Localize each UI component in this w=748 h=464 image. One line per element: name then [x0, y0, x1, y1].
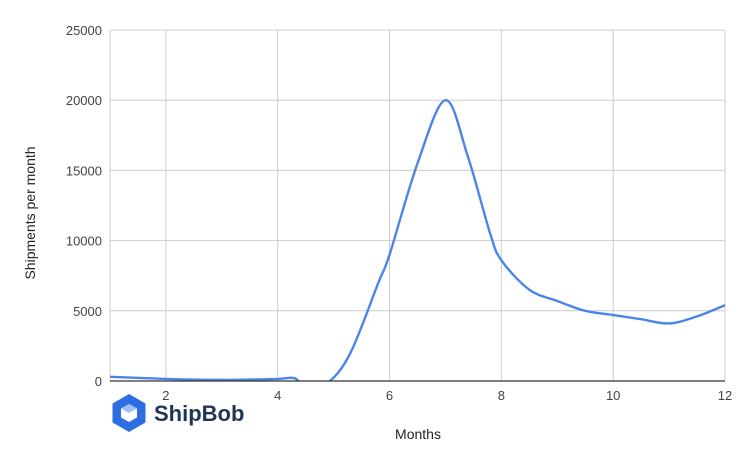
x-axis-title: Months	[395, 426, 441, 442]
y-tick-label: 15000	[66, 163, 102, 178]
series-line	[110, 99, 725, 381]
y-tick-label: 10000	[66, 234, 102, 249]
x-tick-label: 6	[386, 388, 393, 403]
x-tick-label: 2	[162, 388, 169, 403]
y-tick-label: 5000	[73, 304, 102, 319]
y-axis-title: Shipments per month	[22, 146, 38, 279]
y-tick-label: 25000	[66, 23, 102, 38]
chart-grid	[109, 29, 726, 381]
x-tick-label: 8	[498, 388, 505, 403]
x-axis-ticks: 2 4 6 8 10 12	[162, 388, 732, 403]
y-tick-label: 20000	[66, 93, 102, 108]
x-tick-label: 10	[606, 388, 620, 403]
shipbob-logo: ShipBob	[112, 394, 244, 432]
y-tick-label: 0	[95, 374, 102, 389]
x-tick-label: 12	[718, 388, 732, 403]
x-tick-label: 4	[274, 388, 281, 403]
logo-text: ShipBob	[154, 401, 244, 426]
y-axis-ticks: 0 5000 10000 15000 20000 25000	[66, 23, 102, 389]
shipbob-box-icon	[112, 394, 146, 432]
